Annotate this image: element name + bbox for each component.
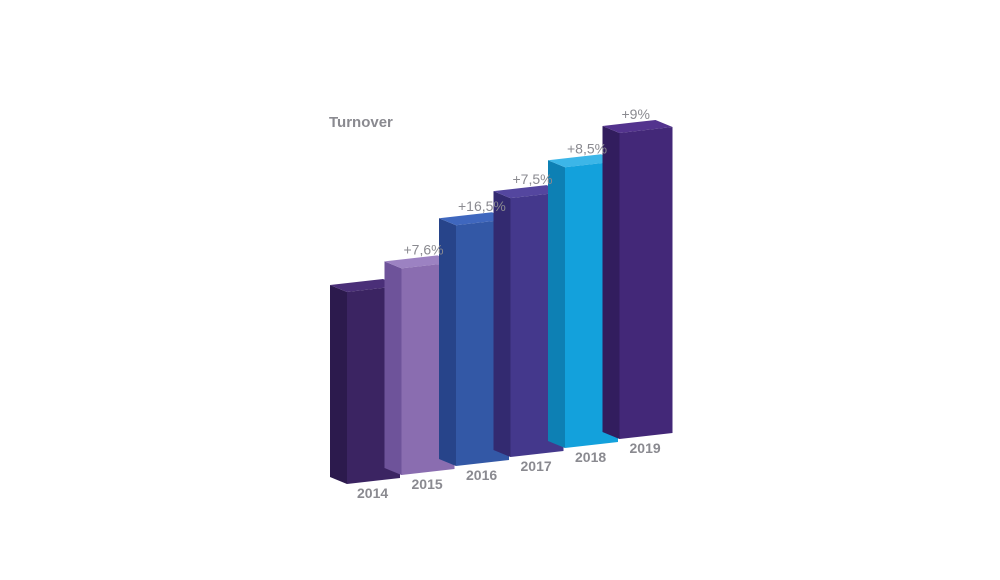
bar-side-2015 — [384, 261, 402, 475]
bar-side-2014 — [330, 285, 347, 484]
bar-side-2019 — [602, 125, 620, 440]
bar-top-2016 — [439, 212, 509, 226]
bars-group — [330, 119, 673, 484]
bar-side-2017 — [493, 191, 511, 457]
growth-label-2017: +7,5% — [513, 171, 553, 187]
bar-2019 — [602, 119, 673, 440]
bar-top-2014 — [330, 279, 400, 292]
bar-top-2015 — [384, 255, 455, 269]
chart-title: Turnover — [329, 114, 393, 131]
bar-top-2017 — [493, 185, 564, 199]
growth-label-2016: +16,5% — [458, 198, 506, 214]
bar-top-2019 — [602, 119, 673, 133]
year-label-2015: 2015 — [412, 476, 443, 492]
growth-label-2015: +7,6% — [404, 241, 444, 257]
year-label-2018: 2018 — [575, 449, 606, 465]
year-label-2016: 2016 — [466, 467, 497, 483]
growth-label-2019: +9% — [622, 106, 650, 122]
labels-group: 2014 2015 +7,6% 2016 +16,5% 2017 +7,5% 2018 +8,5… — [357, 106, 661, 501]
year-label-2014: 2014 — [357, 485, 388, 501]
bar-side-2016 — [439, 218, 456, 466]
bar-front-2019 — [619, 126, 673, 440]
year-label-2019: 2019 — [630, 440, 661, 456]
growth-label-2018: +8,5% — [567, 140, 607, 156]
year-label-2017: 2017 — [521, 458, 552, 474]
bar-top-2018 — [548, 154, 618, 168]
bar-side-2018 — [548, 160, 565, 448]
